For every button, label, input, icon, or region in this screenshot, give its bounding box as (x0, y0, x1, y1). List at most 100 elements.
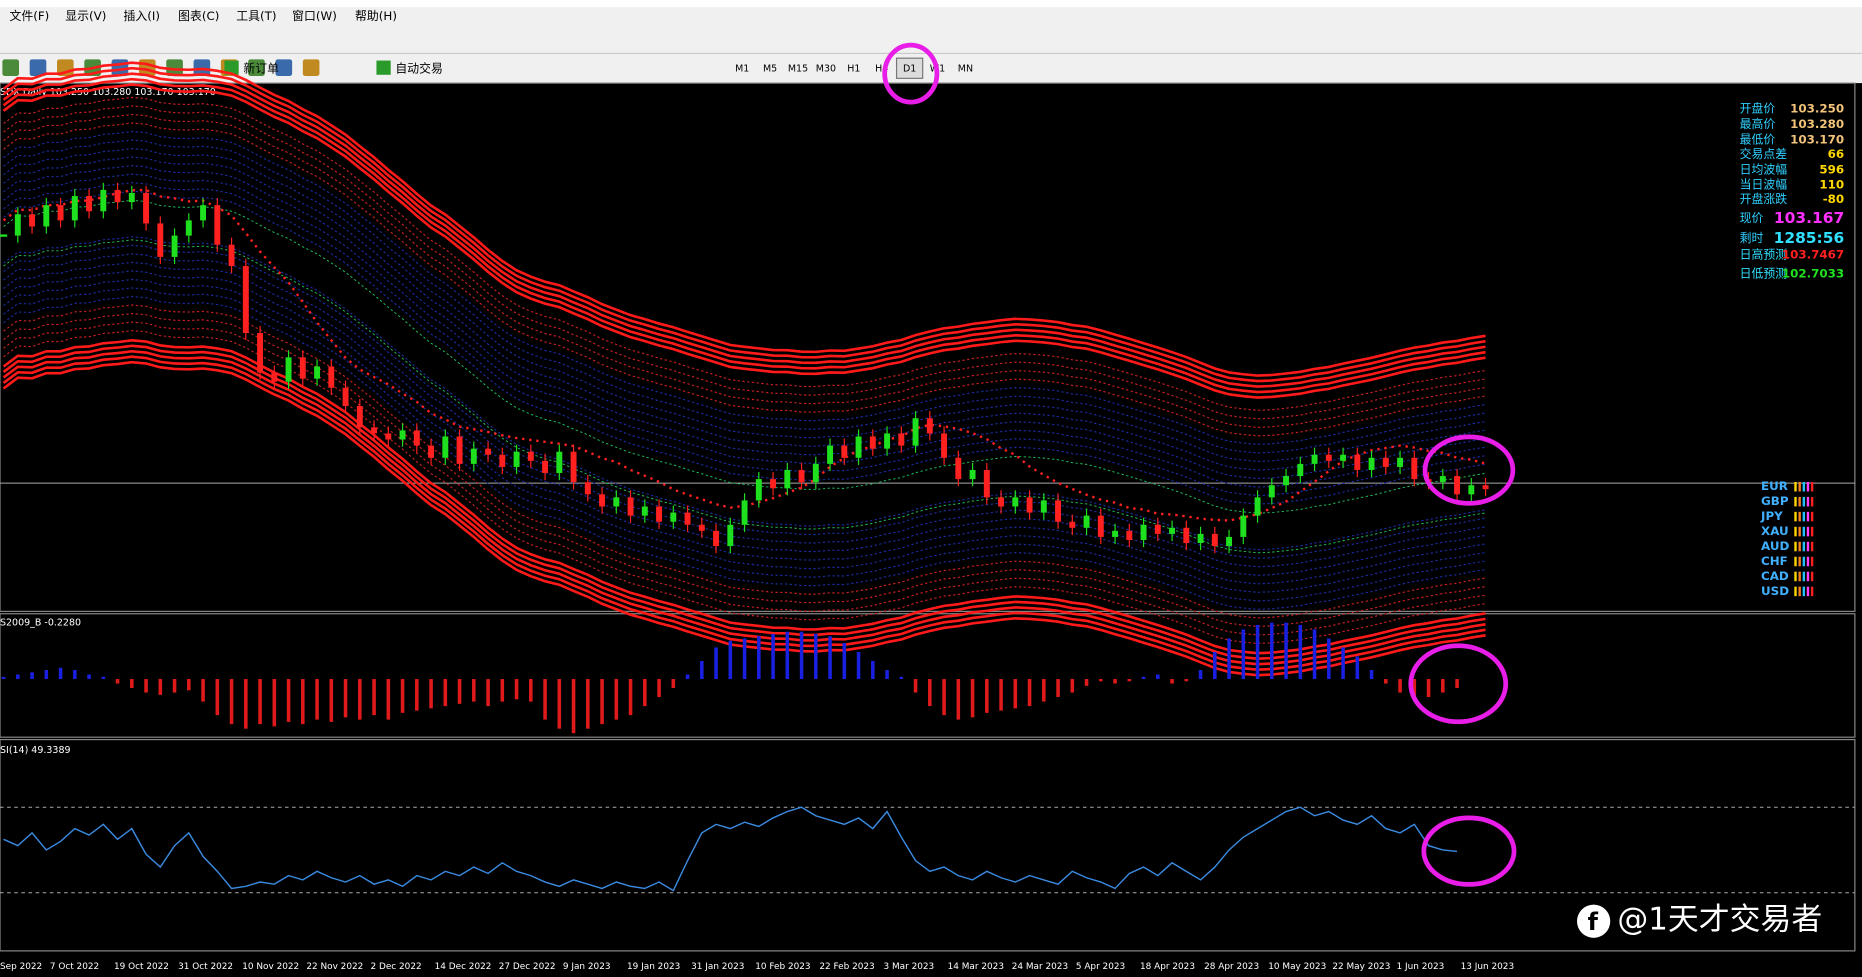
tool-icon[interactable] (275, 59, 293, 76)
candle-body (770, 479, 777, 489)
histogram-bar (1227, 638, 1231, 680)
chart-label: SDX,Daily 103.250 103.280 103.170 103.17… (0, 87, 216, 98)
histogram-bar (1241, 629, 1246, 680)
candle-body (1040, 500, 1047, 513)
histogram-bar (628, 679, 633, 716)
candle-body (1226, 536, 1233, 547)
currency-label: GBP (1761, 494, 1789, 508)
strength-bar (1794, 571, 1797, 582)
envelope-band (3, 287, 1486, 602)
toolbar-button[interactable]: 自动交易 (395, 61, 442, 75)
histogram-bar (871, 660, 875, 680)
histogram-bar (1412, 679, 1417, 698)
envelope-band (3, 329, 1486, 645)
strength-bar (1802, 511, 1805, 522)
menu-item[interactable]: 图表(C) (178, 9, 219, 23)
histogram-bar (928, 679, 932, 707)
strength-bar (1798, 511, 1801, 522)
histogram-bar (657, 679, 661, 698)
envelope-band (2, 72, 1486, 388)
histogram-bar (1141, 676, 1146, 680)
strength-bar (1802, 541, 1805, 552)
envelope-band (3, 321, 1486, 636)
strength-bar (1798, 556, 1801, 567)
strength-bar (1810, 556, 1814, 567)
histogram-bar (1355, 656, 1360, 680)
tool-icon[interactable] (248, 59, 265, 76)
menu-item[interactable]: 窗口(W) (292, 9, 337, 23)
toolbar-button[interactable]: 新订单 (243, 61, 279, 75)
timeframe-button[interactable]: D1 (903, 63, 916, 74)
histogram-bar (571, 679, 576, 734)
histogram-bar (172, 679, 177, 693)
strength-bar (1802, 571, 1805, 582)
menu-item[interactable]: 文件(F) (10, 9, 50, 23)
tool-icon[interactable] (376, 60, 391, 75)
candle-body (1311, 454, 1318, 464)
menu-item[interactable]: 插入(I) (124, 9, 160, 23)
x-tick-label: 27 Dec 2022 (499, 962, 556, 972)
histogram-bar (514, 679, 519, 700)
histogram-bar (343, 679, 348, 718)
x-tick-label: 10 Feb 2023 (755, 962, 810, 972)
envelope-band (2, 61, 1486, 377)
strength-bar (1802, 556, 1805, 567)
histogram-bar (301, 679, 305, 725)
envelope-band (3, 105, 1486, 420)
histogram-bar (1070, 679, 1075, 693)
candle-body (1183, 527, 1190, 544)
histogram-bar (1013, 679, 1018, 709)
info-value: 103.7467 (1782, 248, 1844, 262)
timeframe-button[interactable]: M15 (788, 63, 808, 74)
histogram-bar (244, 679, 248, 729)
strength-bar (1810, 571, 1814, 582)
candle-body (1154, 524, 1161, 534)
tool-icon[interactable] (2, 59, 19, 76)
candle-body (1482, 485, 1489, 490)
envelope-band (3, 261, 1486, 576)
x-tick-label: 14 Mar 2023 (948, 962, 1004, 972)
x-tick-label: 22 May 2023 (1332, 962, 1390, 972)
timeframe-button[interactable]: M1 (735, 63, 749, 74)
timeframe-button[interactable]: H4 (875, 63, 888, 74)
menu-item[interactable]: 帮助(H) (355, 9, 397, 23)
histogram-bar (856, 651, 861, 680)
strength-bar (1810, 541, 1814, 552)
x-tick-label: 10 May 2023 (1268, 962, 1326, 972)
menu-item[interactable]: 工具(T) (236, 9, 276, 23)
histogram-bar (1426, 679, 1431, 698)
candle-body (1268, 485, 1275, 498)
timeframe-button[interactable]: M5 (763, 63, 777, 74)
rsi-line (3, 806, 1458, 892)
envelope-band (3, 173, 1486, 488)
candle-body (869, 436, 876, 449)
candle-body (428, 445, 435, 458)
histogram-bar (1398, 679, 1402, 693)
envelope-band (3, 190, 1486, 505)
currency-label: CHF (1761, 554, 1788, 568)
histogram-bar (115, 679, 120, 684)
timeframe-button[interactable]: M30 (816, 63, 836, 74)
menu-item[interactable]: 显示(V) (65, 9, 106, 23)
histogram-bar (101, 676, 106, 680)
candle-body (1382, 457, 1389, 467)
timeframe-button[interactable]: H1 (847, 63, 860, 74)
candle-body (328, 366, 335, 388)
currency-label: USD (1761, 584, 1789, 598)
envelope-band (2, 77, 1486, 394)
histogram-bar (358, 679, 362, 720)
tool-icon[interactable] (166, 59, 183, 76)
info-label: 日低预测 (1740, 267, 1787, 281)
histogram-bar (130, 679, 134, 689)
envelope-band (3, 147, 1486, 463)
tool-icon[interactable] (302, 59, 320, 76)
histogram-bar (1455, 679, 1459, 689)
envelope-band (3, 199, 1486, 514)
tool-icon[interactable] (224, 60, 239, 75)
strength-bar (1794, 481, 1797, 492)
tool-icon[interactable] (193, 59, 211, 76)
histogram-bar (757, 636, 761, 680)
envelope-band (3, 96, 1486, 411)
tool-icon[interactable] (29, 59, 47, 76)
timeframe-button[interactable]: MN (958, 63, 973, 74)
